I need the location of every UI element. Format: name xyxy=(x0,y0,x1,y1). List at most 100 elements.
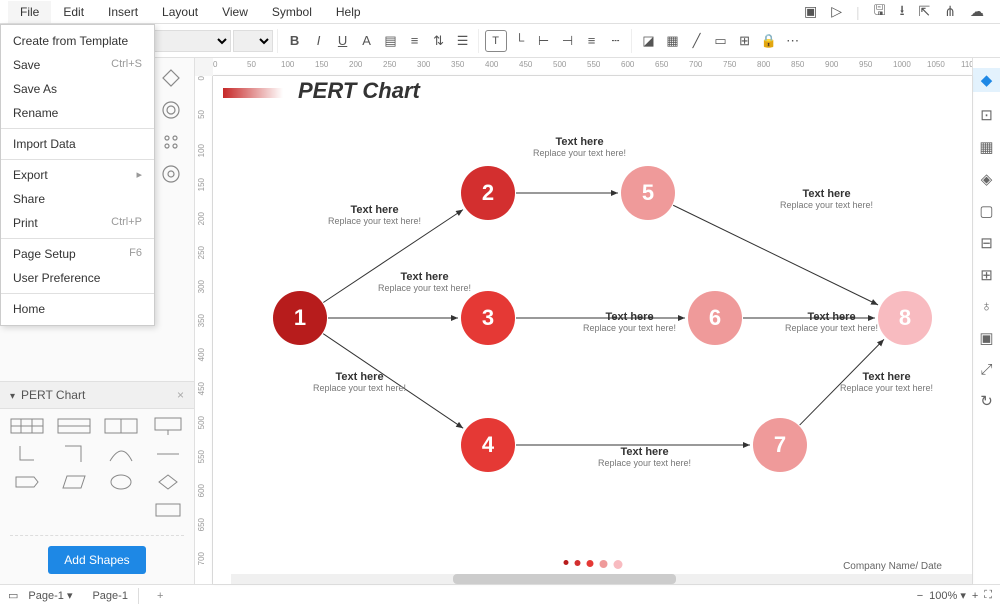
file-menu-create-from-template[interactable]: Create from Template xyxy=(1,29,154,53)
pert-shape-11[interactable] xyxy=(100,471,141,493)
italic-icon[interactable]: I xyxy=(308,30,330,52)
align-icon[interactable]: ≡ xyxy=(404,30,426,52)
zoom-level[interactable]: 100% ▾ xyxy=(929,589,966,602)
node-8[interactable]: 8 xyxy=(878,291,932,345)
page-tab[interactable]: Page-1 xyxy=(82,588,138,604)
file-menu-print[interactable]: PrintCtrl+P xyxy=(1,211,154,235)
line-color-icon[interactable]: ╱ xyxy=(686,30,708,52)
pert-panel-header[interactable]: ▾PERT Chart × xyxy=(0,381,194,409)
edge-label-4-7[interactable]: Text hereReplace your text here! xyxy=(598,446,691,468)
highlight-icon[interactable]: ▤ xyxy=(380,30,402,52)
edge-label-1-4[interactable]: Text hereReplace your text here! xyxy=(313,371,406,393)
lock-icon[interactable]: 🔒 xyxy=(758,30,780,52)
node-1[interactable]: 1 xyxy=(273,291,327,345)
fontsize-select[interactable] xyxy=(233,30,273,52)
zoom-in-icon[interactable]: + xyxy=(972,590,978,602)
node-5[interactable]: 5 xyxy=(621,166,675,220)
file-menu-export[interactable]: Export▸ xyxy=(1,163,154,187)
pert-shape-13[interactable] xyxy=(147,499,188,521)
pert-shape-5[interactable] xyxy=(6,443,47,465)
file-menu-import-data[interactable]: Import Data xyxy=(1,132,154,156)
page-selector[interactable]: Page-1 ▾ xyxy=(28,589,72,602)
file-menu-share[interactable]: Share xyxy=(1,187,154,211)
file-menu-rename[interactable]: Rename xyxy=(1,101,154,125)
present-icon[interactable]: ▣ xyxy=(804,3,817,20)
slide-icon[interactable]: ▢ xyxy=(979,202,993,220)
play-icon[interactable]: ▷ xyxy=(831,3,842,20)
shape-diamond[interactable] xyxy=(155,64,187,92)
data-icon[interactable]: ⊟ xyxy=(980,234,993,252)
file-menu-home[interactable]: Home xyxy=(1,297,154,321)
line-start-icon[interactable]: ⊢ xyxy=(533,30,555,52)
group-icon[interactable]: ⊞ xyxy=(734,30,756,52)
lineheight-icon[interactable]: ⇅ xyxy=(428,30,450,52)
menu-edit[interactable]: Edit xyxy=(51,1,96,23)
add-page-button[interactable]: + xyxy=(149,588,171,604)
menu-symbol[interactable]: Symbol xyxy=(260,1,324,23)
expand-icon[interactable]: ⤢ xyxy=(980,361,992,378)
layout-icon[interactable]: ⊡ xyxy=(980,106,993,124)
pert-shape-10[interactable] xyxy=(53,471,94,493)
close-panel-icon[interactable]: × xyxy=(177,388,184,402)
file-menu-save-as[interactable]: Save As xyxy=(1,77,154,101)
pages-icon[interactable]: ▭ xyxy=(8,589,18,602)
pert-shape-4[interactable] xyxy=(147,415,188,437)
pert-shape-7[interactable] xyxy=(100,443,141,465)
edge-label-1-2[interactable]: Text hereReplace your text here! xyxy=(328,204,421,226)
grid-icon[interactable]: ▦ xyxy=(979,138,993,156)
file-menu-user-preference[interactable]: User Preference xyxy=(1,266,154,290)
menu-help[interactable]: Help xyxy=(324,1,373,23)
bold-icon[interactable]: B xyxy=(284,30,306,52)
menu-file[interactable]: File xyxy=(8,1,51,23)
add-shapes-button[interactable]: Add Shapes xyxy=(48,546,145,574)
cloud-icon[interactable]: ☁ xyxy=(970,3,984,20)
style-icon[interactable]: ⊞ xyxy=(980,266,993,284)
image-icon[interactable]: ▣ xyxy=(979,329,993,347)
menu-insert[interactable]: Insert xyxy=(96,1,150,23)
pert-shape-12[interactable] xyxy=(147,471,188,493)
zoom-out-icon[interactable]: − xyxy=(917,590,923,602)
pert-shape-1[interactable] xyxy=(6,415,47,437)
edge-label-6-8[interactable]: Text hereReplace your text here! xyxy=(785,311,878,333)
fill-icon[interactable]: ◪ xyxy=(638,30,660,52)
shape-dots[interactable] xyxy=(155,128,187,156)
edge-label-5-8[interactable]: Text hereReplace your text here! xyxy=(780,188,873,210)
download-icon[interactable]: ⭳ xyxy=(900,0,905,24)
line-weight-icon[interactable]: ≡ xyxy=(581,30,603,52)
connector-icon[interactable]: └ xyxy=(509,30,531,52)
edge-label-7-8[interactable]: Text hereReplace your text here! xyxy=(840,371,933,393)
more-icon[interactable]: ⋯ xyxy=(782,30,804,52)
edge-label-1-3[interactable]: Text hereReplace your text here! xyxy=(378,271,471,293)
node-6[interactable]: 6 xyxy=(688,291,742,345)
layers-icon[interactable]: ◈ xyxy=(981,170,993,188)
fit-icon[interactable]: ⛶ xyxy=(984,589,992,602)
shape-ring[interactable] xyxy=(155,96,187,124)
file-menu-page-setup[interactable]: Page SetupF6 xyxy=(1,242,154,266)
shadow-icon[interactable]: ▦ xyxy=(662,30,684,52)
edge-label-3-6[interactable]: Text hereReplace your text here! xyxy=(583,311,676,333)
node-3[interactable]: 3 xyxy=(461,291,515,345)
canvas[interactable]: PERT Chart 12345678 Text hereReplace you… xyxy=(213,76,972,584)
history-icon[interactable]: ↻ xyxy=(980,392,993,410)
menu-view[interactable]: View xyxy=(210,1,260,23)
pert-shape-9[interactable] xyxy=(6,471,47,493)
save-icon[interactable]: 🖫 xyxy=(874,0,886,24)
edge-label-2-5[interactable]: Text hereReplace your text here! xyxy=(533,136,626,158)
line-end-icon[interactable]: ⊣ xyxy=(557,30,579,52)
share-icon[interactable]: ⋔ xyxy=(944,3,956,20)
text-icon[interactable]: T xyxy=(485,30,507,52)
node-7[interactable]: 7 xyxy=(753,418,807,472)
pert-shape-3[interactable] xyxy=(100,415,141,437)
theme-icon[interactable]: ◆ xyxy=(973,68,1000,92)
node-4[interactable]: 4 xyxy=(461,418,515,472)
tree-icon[interactable]: ♁ xyxy=(981,298,992,315)
file-menu-save[interactable]: SaveCtrl+S xyxy=(1,53,154,77)
node-2[interactable]: 2 xyxy=(461,166,515,220)
export-icon[interactable]: ⇱ xyxy=(919,3,931,20)
underline-icon[interactable]: U xyxy=(332,30,354,52)
line-dash-icon[interactable]: ┄ xyxy=(605,30,627,52)
pert-shape-2[interactable] xyxy=(53,415,94,437)
arrange-icon[interactable]: ▭ xyxy=(710,30,732,52)
fontcolor-icon[interactable]: A xyxy=(356,30,378,52)
horizontal-scrollbar[interactable] xyxy=(231,574,972,584)
